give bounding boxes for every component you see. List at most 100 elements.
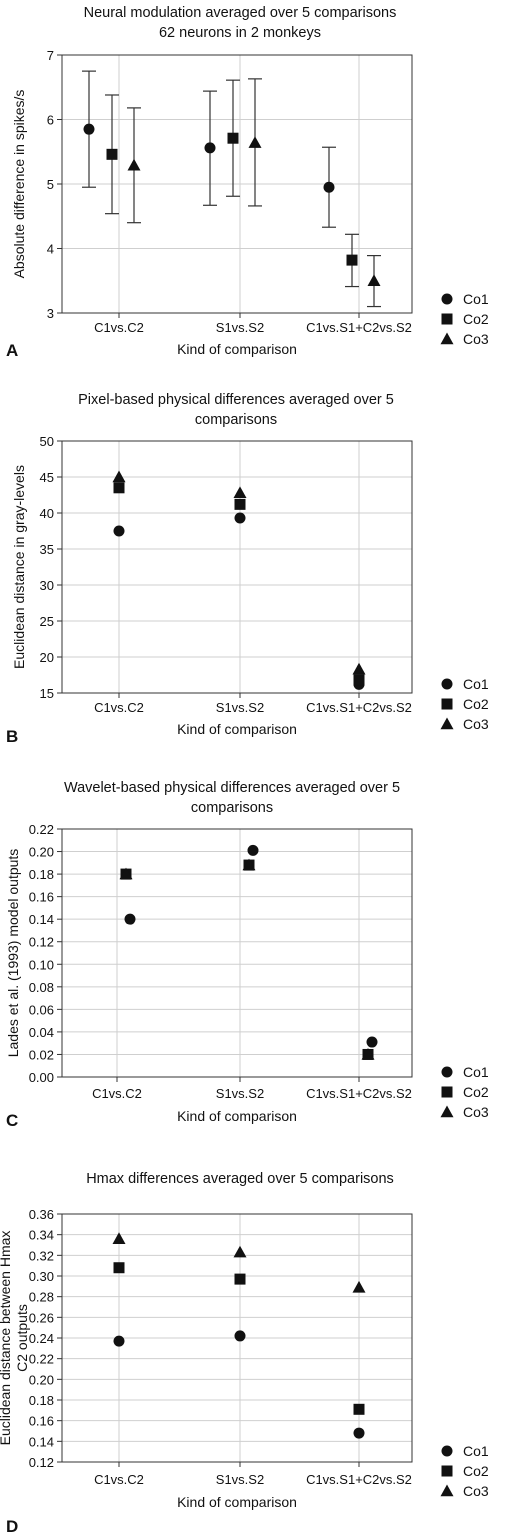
data-point-co2 — [234, 498, 246, 510]
legend-marker-co1 — [441, 1445, 453, 1457]
legend-label: Co1 — [463, 676, 489, 692]
legend-label: Co3 — [463, 716, 489, 732]
legend-marker-co3 — [440, 1105, 454, 1118]
panel-b: Pixel-based physical differences average… — [6, 392, 489, 746]
panel-c: Wavelet-based physical differences avera… — [5, 780, 489, 1130]
y-tick-label: 0.22 — [29, 822, 54, 837]
y-tick-label: 25 — [40, 614, 54, 629]
x-tick-label: C1vs.C2 — [94, 320, 144, 335]
y-tick-label: 50 — [40, 434, 54, 449]
x-tick-label: C1vs.S1+C2vs.S2 — [306, 320, 412, 335]
panel-letter: A — [6, 341, 18, 360]
legend-label: Co1 — [463, 1443, 489, 1459]
y-tick-label: 45 — [40, 470, 54, 485]
data-point-co1 — [234, 512, 246, 524]
y-tick-label: 3 — [47, 306, 54, 321]
x-tick-label: S1vs.S2 — [216, 700, 264, 715]
legend-label: Co2 — [463, 1463, 489, 1479]
y-tick-label: 0.22 — [29, 1352, 54, 1367]
y-axis-label: Euclidean distance in gray-levels — [11, 465, 27, 669]
data-point-co2 — [353, 674, 365, 686]
y-tick-label: 0.02 — [29, 1047, 54, 1062]
panel-letter: D — [6, 1517, 18, 1536]
series-co2 — [120, 859, 374, 1060]
y-axis-label: Lades et al. (1993) model outputs — [5, 849, 21, 1058]
data-point-co3 — [127, 158, 141, 171]
y-tick-label: 6 — [47, 113, 54, 128]
y-tick-label: 4 — [47, 242, 54, 257]
x-axis-label: Kind of comparison — [177, 341, 297, 357]
data-point-co2 — [353, 1403, 365, 1415]
data-point-co3 — [352, 662, 366, 675]
legend-marker-co3 — [440, 1484, 454, 1497]
data-point-co3 — [119, 867, 133, 880]
y-axis-label-line: Absolute difference in spikes/s — [11, 90, 27, 279]
series-co2 — [113, 482, 365, 686]
y-tick-label: 0.14 — [29, 1434, 54, 1449]
series-co2 — [105, 79, 359, 288]
data-point-co1 — [366, 1036, 378, 1048]
data-point-co1 — [353, 1427, 365, 1439]
chart-title-line: Hmax differences averaged over 5 compari… — [86, 1171, 394, 1187]
plot-frame — [61, 828, 413, 1078]
data-point-co3 — [367, 274, 381, 286]
chart-title-line: comparisons — [195, 412, 277, 428]
y-axis-label: Euclidean distance between HmaxC2 output… — [0, 1231, 30, 1446]
x-tick-label: C1vs.C2 — [92, 1086, 142, 1101]
series-co1 — [82, 70, 336, 228]
x-tick-label: C1vs.S1+C2vs.S2 — [306, 1086, 412, 1101]
data-point-co2 — [106, 148, 118, 160]
y-tick-label: 35 — [40, 542, 54, 557]
legend-marker-co3 — [440, 332, 454, 345]
y-tick-label: 0.16 — [29, 1414, 54, 1429]
legend-label: Co3 — [463, 1104, 489, 1120]
legend-marker-co3 — [440, 717, 454, 730]
x-tick-label: C1vs.C2 — [94, 700, 144, 715]
data-point-co1 — [234, 1330, 246, 1342]
legend-label: Co2 — [463, 696, 489, 712]
series-co1 — [113, 512, 365, 690]
y-tick-label: 0.16 — [29, 890, 54, 905]
x-tick-label: S1vs.S2 — [216, 1086, 264, 1101]
chart-title-line: comparisons — [191, 800, 273, 816]
legend-marker-co1 — [441, 1066, 453, 1078]
y-axis-label-line: Euclidean distance between Hmax — [0, 1231, 13, 1446]
y-tick-label: 0.32 — [29, 1248, 54, 1263]
x-axis-label: Kind of comparison — [177, 1108, 297, 1124]
chart-title-line: Wavelet-based physical differences avera… — [64, 780, 400, 796]
data-point-co2 — [234, 1273, 246, 1285]
legend-marker-co2 — [441, 313, 453, 325]
y-axis-label-line: Lades et al. (1993) model outputs — [5, 849, 21, 1058]
series-co3 — [119, 858, 375, 1060]
data-point-co1 — [113, 525, 125, 537]
y-tick-label: 40 — [40, 506, 54, 521]
y-tick-label: 0.34 — [29, 1228, 54, 1243]
panel-letter: B — [6, 727, 18, 746]
panel-letter: C — [6, 1111, 18, 1130]
data-point-co3 — [248, 136, 262, 148]
x-tick-label: S1vs.S2 — [216, 320, 264, 335]
data-point-co2 — [346, 254, 358, 266]
data-point-co3 — [361, 1047, 375, 1060]
legend: Co1 Co2 Co3 — [440, 1064, 489, 1120]
legend-marker-co1 — [441, 678, 453, 690]
data-point-co1 — [247, 844, 259, 856]
y-tick-label: 0.24 — [29, 1331, 54, 1346]
x-tick-label: C1vs.C2 — [94, 1472, 144, 1487]
legend: Co1 Co2 Co3 — [440, 676, 489, 732]
legend-label: Co1 — [463, 291, 489, 307]
y-tick-label: 0.20 — [29, 845, 54, 860]
chart-title-line: Neural modulation averaged over 5 compar… — [84, 5, 397, 21]
data-point-co2 — [113, 482, 125, 494]
legend-marker-co2 — [441, 1086, 453, 1098]
series-co3 — [112, 470, 366, 675]
legend-marker-co2 — [441, 1465, 453, 1477]
y-tick-label: 0.30 — [29, 1269, 54, 1284]
y-tick-label: 0.36 — [29, 1207, 54, 1222]
y-tick-label: 5 — [47, 177, 54, 192]
data-point-co3 — [112, 1232, 126, 1244]
y-tick-label: 0.06 — [29, 1002, 54, 1017]
panel-d: Hmax differences averaged over 5 compari… — [0, 1171, 489, 1536]
grid — [62, 828, 412, 1078]
